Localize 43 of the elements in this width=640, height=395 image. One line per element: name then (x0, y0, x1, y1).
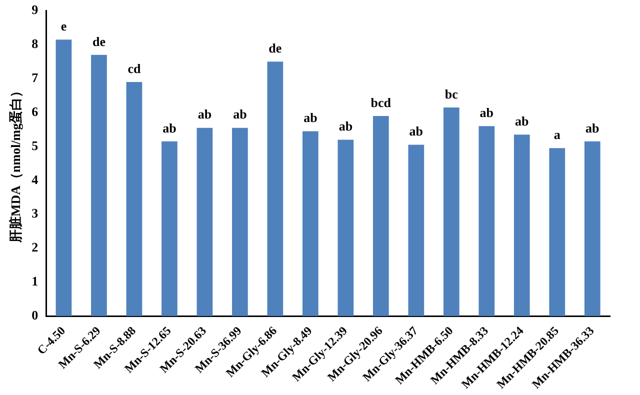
annotation: ab (515, 113, 529, 128)
y-tick-label: 9 (32, 2, 39, 18)
y-tick-label: 4 (32, 172, 39, 187)
y-axis-title: 肝脏MDA（nmol/mg蛋白） (8, 84, 24, 244)
bar (232, 128, 248, 316)
y-tick-label: 5 (32, 138, 39, 153)
bar (514, 134, 530, 316)
bar (302, 131, 318, 316)
annotation: ab (480, 104, 494, 120)
bar (478, 126, 495, 316)
annotation: de (268, 40, 282, 56)
annotation: a (554, 127, 561, 142)
y-tick-label: 0 (32, 307, 38, 322)
bar (126, 82, 142, 316)
annotation: ab (233, 106, 247, 122)
annotation: ab (198, 106, 212, 122)
bar (162, 141, 178, 316)
y-tick-label: 6 (32, 104, 39, 119)
annotation: e (60, 18, 67, 34)
bar (372, 116, 389, 316)
y-tick-label: 1 (32, 274, 38, 289)
annotation: bcd (370, 94, 392, 110)
y-tick-label: 3 (32, 206, 39, 221)
bar (443, 107, 460, 316)
bar (584, 141, 600, 316)
y-tick-label: 8 (32, 36, 39, 52)
annotation: bc (444, 86, 458, 102)
annotation: ab (304, 110, 318, 126)
annotation: cd (128, 60, 142, 76)
bar (267, 62, 284, 316)
y-tick-label: 7 (32, 70, 39, 85)
bar (91, 54, 107, 316)
y-tick-label: 2 (32, 240, 38, 255)
bar (549, 148, 566, 316)
annotation: ab (162, 120, 176, 136)
bar (408, 144, 424, 316)
bar (338, 140, 354, 316)
annotation: de (92, 34, 106, 49)
annotation: ab (409, 124, 424, 139)
annotation: ab (338, 118, 353, 134)
bar (196, 128, 213, 316)
bar (56, 40, 72, 316)
annotation: ab (586, 120, 600, 136)
